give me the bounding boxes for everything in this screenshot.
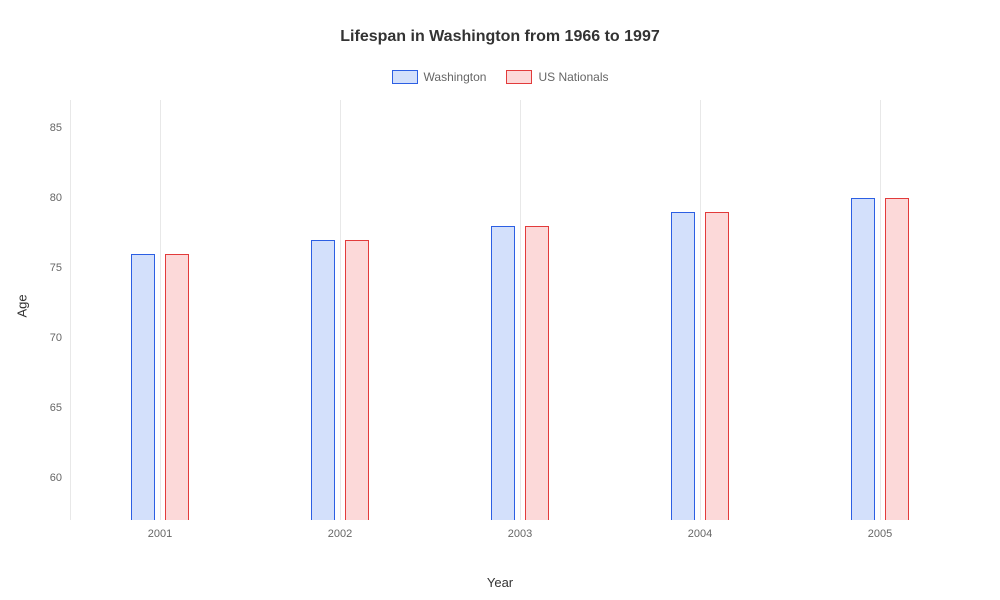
x-tick-label: 2001	[148, 528, 172, 540]
y-tick-label: 80	[50, 192, 62, 204]
bar-us-nationals	[345, 240, 369, 520]
x-axis-label: Year	[487, 575, 513, 590]
legend-item-us-nationals: US Nationals	[506, 70, 608, 84]
bar-washington	[491, 226, 515, 520]
legend-label-us-nationals: US Nationals	[538, 70, 608, 84]
legend-label-washington: Washington	[424, 70, 487, 84]
x-tick-label: 2002	[328, 528, 352, 540]
x-tick-label: 2005	[868, 528, 892, 540]
y-tick-label: 75	[50, 262, 62, 274]
bar-washington	[311, 240, 335, 520]
plot-area: 20012002200320042005606570758085	[70, 100, 970, 520]
legend-item-washington: Washington	[392, 70, 487, 84]
bar-us-nationals	[525, 226, 549, 520]
legend-swatch-us-nationals	[506, 70, 532, 84]
y-tick-label: 65	[50, 402, 62, 414]
bar-us-nationals	[165, 254, 189, 520]
grid-line	[700, 100, 701, 520]
y-tick-label: 60	[50, 472, 62, 484]
x-tick-label: 2004	[688, 528, 712, 540]
grid-line	[880, 100, 881, 520]
legend-swatch-washington	[392, 70, 418, 84]
y-axis-label: Age	[15, 294, 30, 317]
grid-line	[160, 100, 161, 520]
y-tick-label: 85	[50, 122, 62, 134]
y-tick-label: 70	[50, 332, 62, 344]
bar-washington	[851, 198, 875, 520]
bar-washington	[131, 254, 155, 520]
bar-washington	[671, 212, 695, 520]
grid-line	[520, 100, 521, 520]
legend: Washington US Nationals	[0, 70, 1000, 84]
chart-container: Lifespan in Washington from 1966 to 1997…	[0, 0, 1000, 600]
x-tick-label: 2003	[508, 528, 532, 540]
grid-line	[340, 100, 341, 520]
grid-line	[70, 100, 71, 520]
bar-us-nationals	[885, 198, 909, 520]
bar-us-nationals	[705, 212, 729, 520]
chart-title: Lifespan in Washington from 1966 to 1997	[0, 28, 1000, 46]
